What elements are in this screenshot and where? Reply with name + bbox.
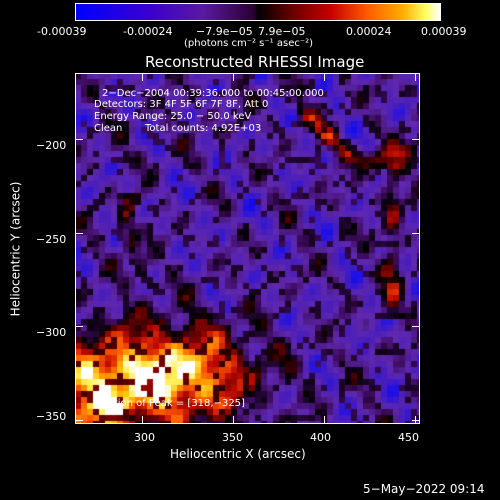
y-tick-label: −250 [36, 233, 67, 246]
annotation-peak: Position of Peak = [318,−325] [94, 398, 245, 409]
colorbar [75, 3, 441, 21]
y-tick-mark [75, 232, 83, 234]
colorbar-tick-label: 0.00024 [346, 25, 392, 38]
x-tick-mark [323, 416, 325, 424]
colorbar-tick-label: 7.9e−05 [258, 25, 306, 38]
x-tick-label: 450 [398, 431, 419, 444]
x-tick-mark [232, 73, 234, 81]
y-axis-label: Heliocentric Y (arcsec) [8, 181, 23, 317]
annotation-total-counts: Total counts: 4.92E+03 [145, 123, 262, 134]
annotation-clean: Clean [94, 123, 123, 134]
y-tick-label: −350 [36, 410, 67, 423]
footer-timestamp: 5−May−2022 09:14 [363, 482, 485, 496]
y-tick-mark [75, 420, 83, 422]
heatmap-image [75, 73, 420, 424]
colorbar-tick-label: -0.00039 [37, 25, 87, 38]
x-tick-mark [142, 73, 144, 81]
annotation-time-range: 2−Dec−2004 00:39:36.000 to 00:45:00.000 [102, 88, 324, 99]
x-tick-label: 300 [134, 431, 155, 444]
chart-title: Reconstructed RHESSI Image [145, 53, 365, 71]
colorbar-tick-label: −7.9e−05 [196, 25, 253, 38]
y-tick-mark [412, 420, 420, 422]
annotation-energy: Energy Range: 25.0 − 50.0 keV [94, 111, 252, 122]
y-tick-mark [75, 138, 83, 140]
y-tick-mark [75, 326, 83, 328]
x-tick-label: 350 [222, 431, 243, 444]
colorbar-tick-label: 0.00039 [421, 25, 467, 38]
y-tick-mark [412, 138, 420, 140]
annotation-detectors: Detectors: 3F 4F 5F 6F 7F 8F, Att 0 [94, 99, 269, 110]
y-tick-label: −300 [36, 326, 67, 339]
x-tick-mark [232, 416, 234, 424]
y-tick-mark [412, 326, 420, 328]
colorbar-tick-label: -0.00024 [123, 25, 173, 38]
x-tick-mark [414, 416, 416, 424]
x-tick-mark [142, 416, 144, 424]
y-tick-mark [412, 232, 420, 234]
x-tick-label: 400 [310, 431, 331, 444]
x-tick-mark [414, 73, 416, 81]
x-tick-mark [323, 73, 325, 81]
colorbar-units: (photons cm⁻² s⁻¹ asec⁻²) [184, 38, 314, 49]
y-tick-label: −200 [36, 139, 67, 152]
x-axis-label: Heliocentric X (arcsec) [170, 447, 306, 461]
